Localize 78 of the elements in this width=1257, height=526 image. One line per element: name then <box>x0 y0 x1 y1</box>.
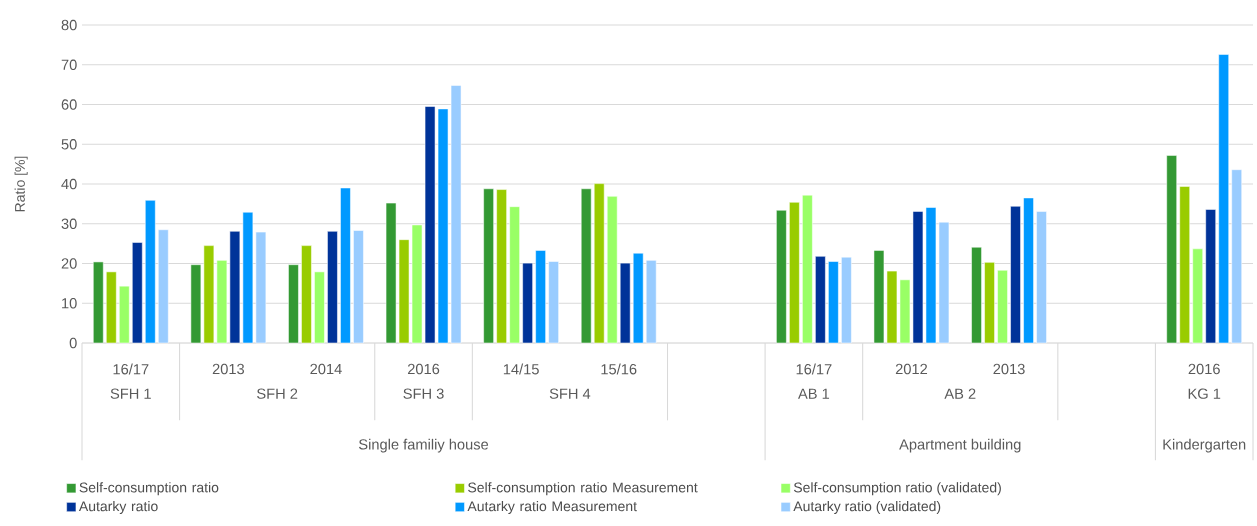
bar <box>496 189 507 344</box>
legend-label: Autarky ratio <box>78 500 158 515</box>
legend-label: Self-consumption ratio <box>79 482 219 496</box>
legend-label: Autarky ratio (validated) <box>793 500 941 515</box>
x-tick-label: 16/17 <box>113 363 149 375</box>
bar <box>619 262 631 344</box>
bar <box>93 261 104 344</box>
bar <box>483 188 494 344</box>
bar <box>119 285 130 344</box>
bar <box>158 229 169 344</box>
y-tick-label: 60 <box>61 99 77 110</box>
bar <box>132 242 143 344</box>
text: AB 2 <box>944 388 976 399</box>
y-tick-label: 20 <box>61 258 77 269</box>
bar <box>841 256 852 344</box>
bar <box>802 194 813 344</box>
bar <box>509 206 520 344</box>
bar <box>145 200 156 344</box>
bar <box>815 256 826 344</box>
bar <box>327 231 338 344</box>
text: KG 1 <box>1188 388 1221 399</box>
x-tick-label: 15/16 <box>601 363 637 375</box>
text: Apartment building <box>899 438 1021 453</box>
x-tick-label: 2013 <box>993 363 1025 375</box>
bar <box>1166 155 1177 344</box>
bar <box>580 188 592 344</box>
y-tick-label: 40 <box>61 178 77 190</box>
bar <box>593 183 605 344</box>
x-tick-label: 2016 <box>407 363 440 375</box>
bar <box>606 196 618 344</box>
bar <box>535 250 546 344</box>
y-axis-title: Ratio [%] <box>14 156 28 212</box>
bar <box>1218 54 1229 344</box>
text: SFH 4 <box>549 388 591 399</box>
bar <box>997 269 1008 344</box>
text: Single familiy house <box>359 438 489 453</box>
bar <box>353 230 364 344</box>
bar <box>984 262 995 344</box>
bar <box>1023 197 1034 344</box>
legend-label: Autarky ratio Measurement <box>467 500 637 515</box>
bar <box>1010 206 1021 344</box>
x-tick-label: 2014 <box>310 363 342 375</box>
y-tick-label: 80 <box>61 19 77 31</box>
bar <box>632 252 644 344</box>
x-tick-label: 2013 <box>212 363 245 375</box>
x-tick-label: 14/15 <box>503 363 539 375</box>
legend-label: Self-consumption ratio Measurement <box>468 482 698 496</box>
bar <box>301 245 312 344</box>
y-tick-label: 50 <box>61 139 77 150</box>
bar <box>106 271 117 344</box>
bar <box>1179 186 1190 344</box>
y-tick-label: 10 <box>62 298 77 309</box>
bar <box>314 271 325 344</box>
bar <box>776 209 787 344</box>
bar <box>548 261 559 344</box>
legend-label: Self-consumption ratio (validated) <box>793 482 1001 496</box>
text: AB 1 <box>798 388 830 399</box>
text: SFH 1 <box>110 388 151 399</box>
y-tick-label: 30 <box>61 218 77 229</box>
x-tick-label: 16/17 <box>796 363 832 375</box>
x-tick-label: 2016 <box>1188 363 1220 375</box>
bar <box>828 261 839 344</box>
bar <box>288 264 299 344</box>
bar <box>1205 209 1216 344</box>
text: Kindergarten <box>1163 438 1246 453</box>
text: SFH 3 <box>403 388 444 399</box>
bar <box>1036 211 1047 344</box>
bar <box>340 187 351 344</box>
y-tick-label: 0 <box>69 337 77 349</box>
bar <box>1231 169 1242 344</box>
bar <box>971 246 982 344</box>
bar <box>645 260 657 344</box>
text: SFH 2 <box>257 388 298 399</box>
y-tick-label: 70 <box>61 59 77 70</box>
bar <box>1192 248 1203 344</box>
bar <box>789 202 800 344</box>
bar <box>522 262 533 344</box>
x-tick-label: 2012 <box>895 363 928 375</box>
